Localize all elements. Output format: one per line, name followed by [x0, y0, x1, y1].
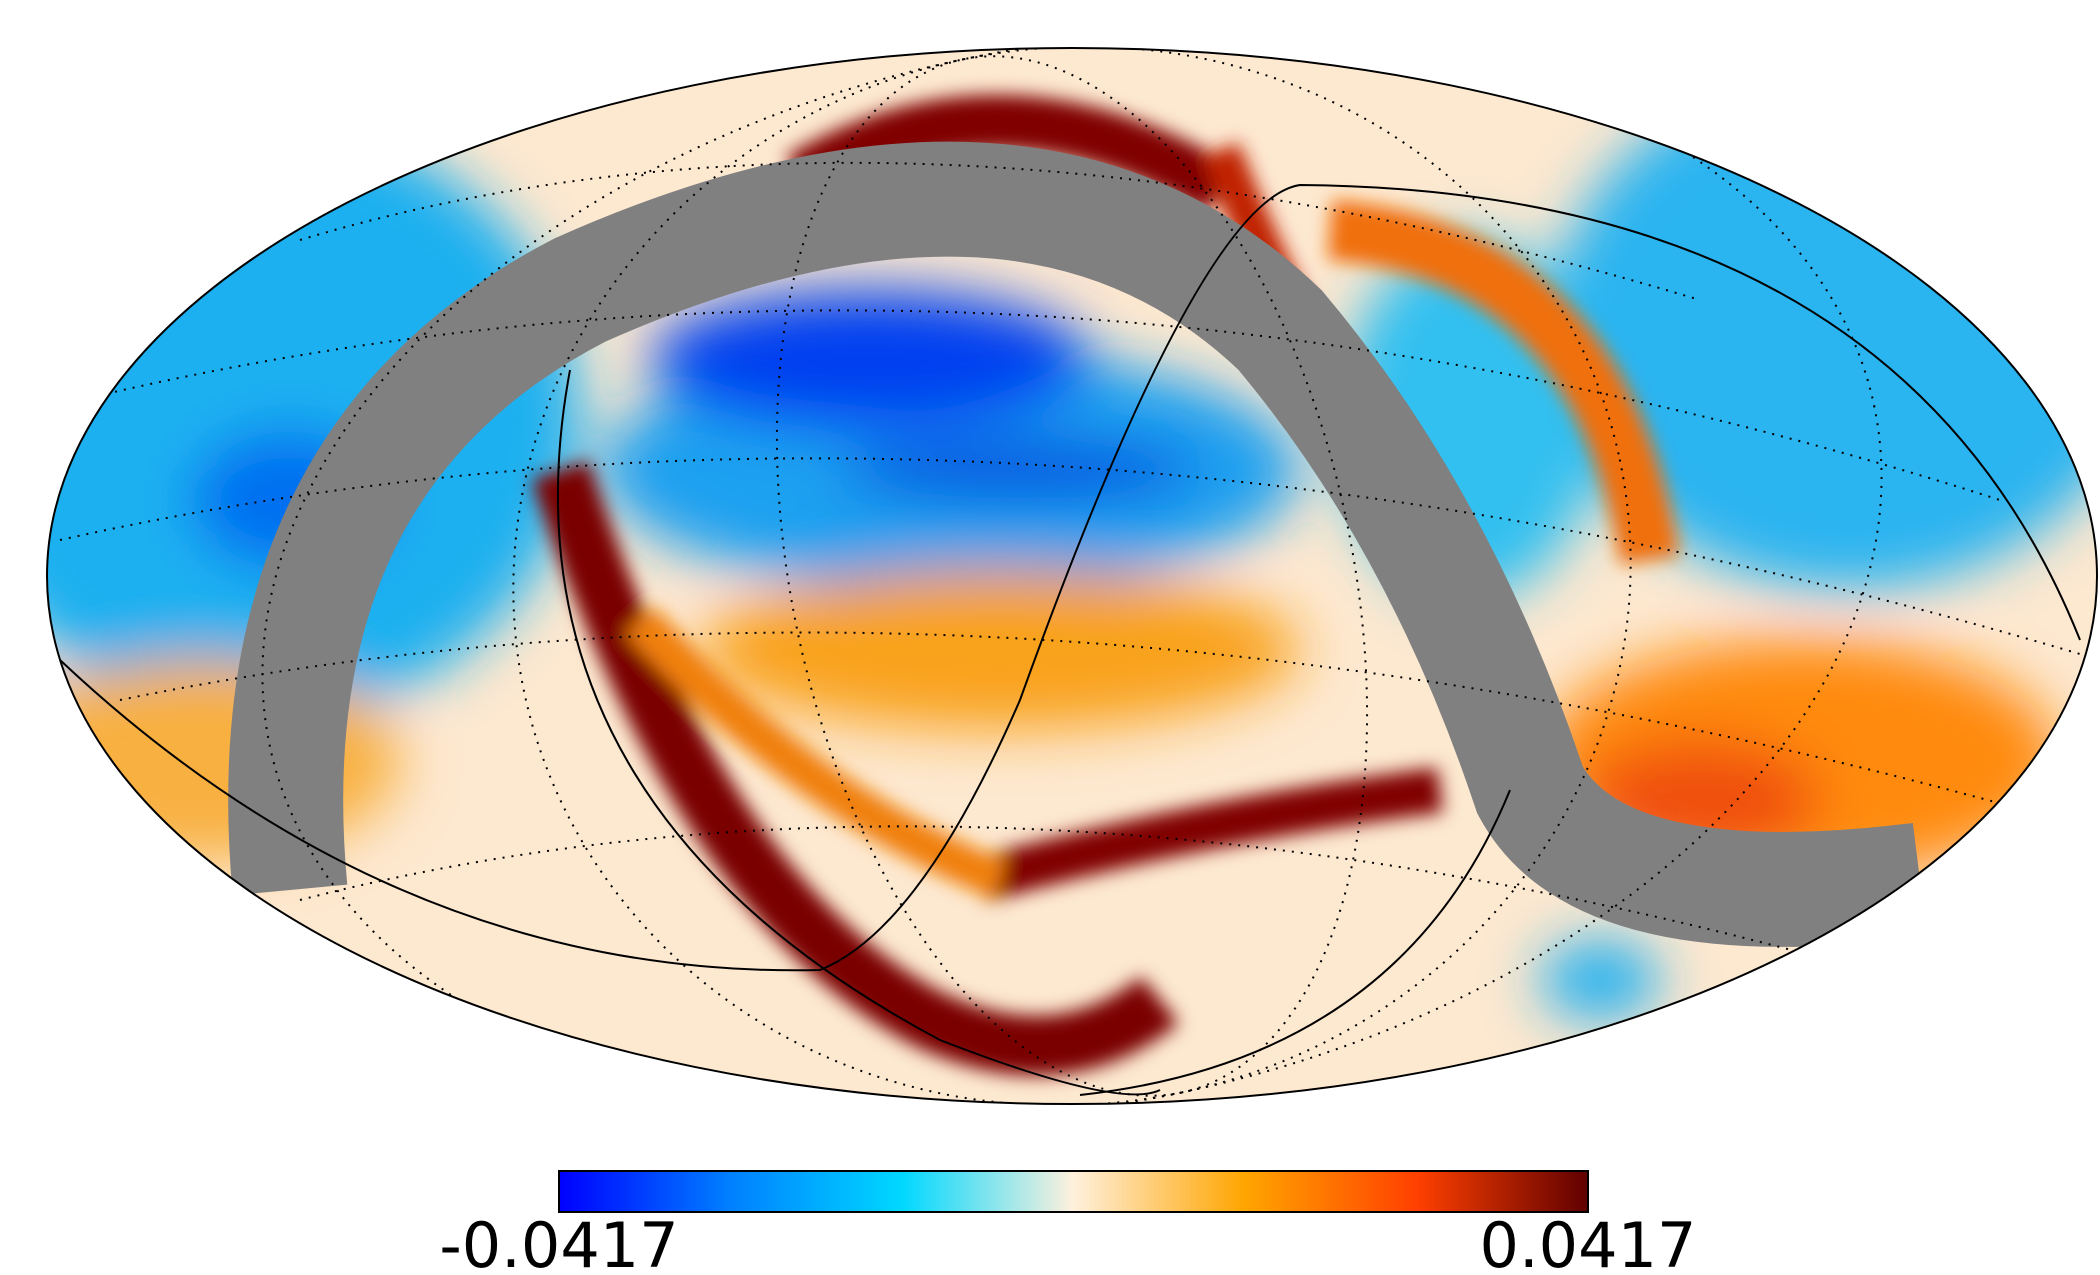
mask-band [228, 141, 1928, 947]
colorbar-max-label: 0.0417 [1480, 1209, 1697, 1275]
reference-curves [59, 183, 2081, 1096]
colorbar [558, 1170, 1589, 1213]
colorbar-min-label: -0.0417 [439, 1209, 678, 1275]
map-outline [46, 47, 2098, 1105]
graticule [59, 48, 2097, 1104]
